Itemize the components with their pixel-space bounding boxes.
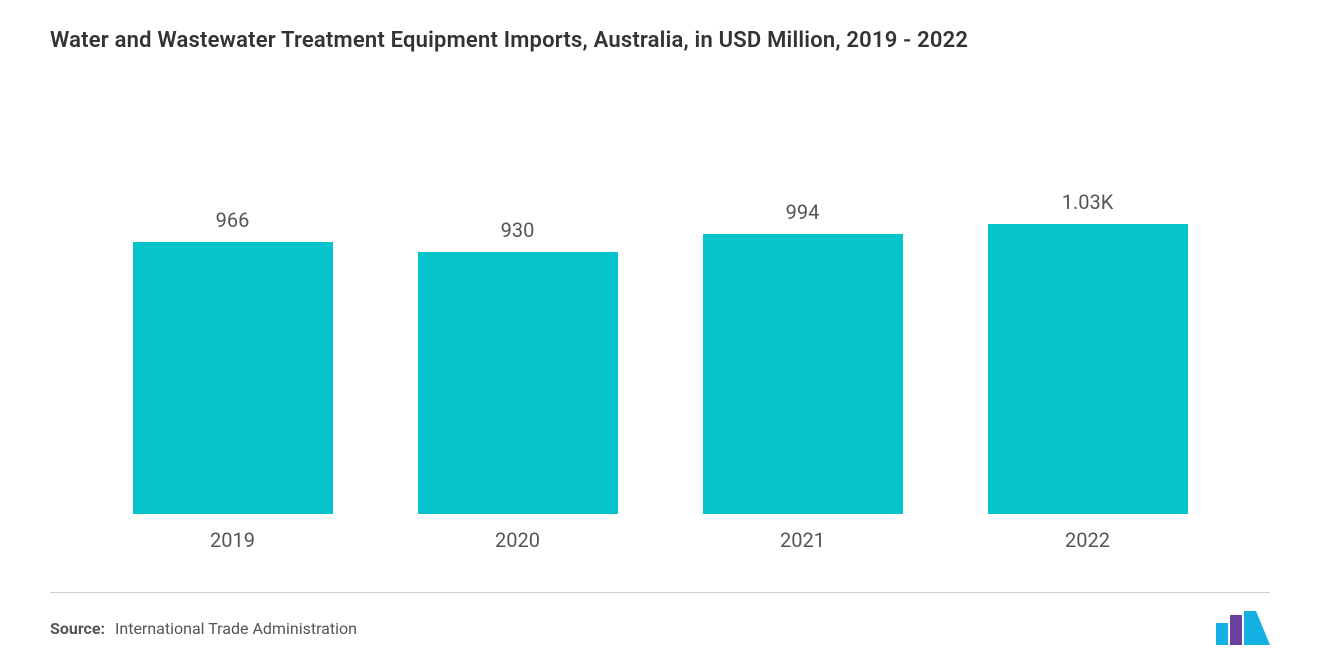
bar-2: [703, 234, 903, 514]
chart-container: Water and Wastewater Treatment Equipment…: [0, 0, 1320, 665]
bar-value-label: 930: [501, 218, 535, 242]
bar-category-label: 2020: [495, 528, 540, 552]
logo-bar-3: [1244, 611, 1270, 645]
bar-value-label: 994: [786, 200, 820, 224]
bar-value-label: 966: [216, 208, 250, 232]
source-line: Source: International Trade Administrati…: [50, 619, 357, 638]
bar-group-2: 994 2021: [703, 200, 903, 552]
logo-bar-1: [1216, 623, 1228, 645]
bar-3: [988, 224, 1188, 514]
source-label: Source:: [50, 619, 105, 638]
bar-category-label: 2022: [1065, 528, 1110, 552]
chart-title: Water and Wastewater Treatment Equipment…: [50, 28, 1270, 53]
chart-footer: Source: International Trade Administrati…: [50, 611, 1270, 645]
footer-divider: [50, 592, 1270, 593]
brand-logo-icon: [1216, 611, 1270, 645]
bar-value-label: 1.03K: [1062, 190, 1114, 214]
bar-0: [133, 242, 333, 514]
bar-category-label: 2019: [210, 528, 255, 552]
source-text: International Trade Administration: [115, 619, 357, 638]
bar-group-1: 930 2020: [418, 218, 618, 552]
bar-group-0: 966 2019: [133, 208, 333, 552]
bar-category-label: 2021: [780, 528, 825, 552]
logo-bar-2: [1230, 615, 1242, 645]
chart-plot-area: 966 2019 930 2020 994 2021 1.03K 2022: [50, 61, 1270, 552]
bar-1: [418, 252, 618, 514]
bar-group-3: 1.03K 2022: [988, 190, 1188, 552]
